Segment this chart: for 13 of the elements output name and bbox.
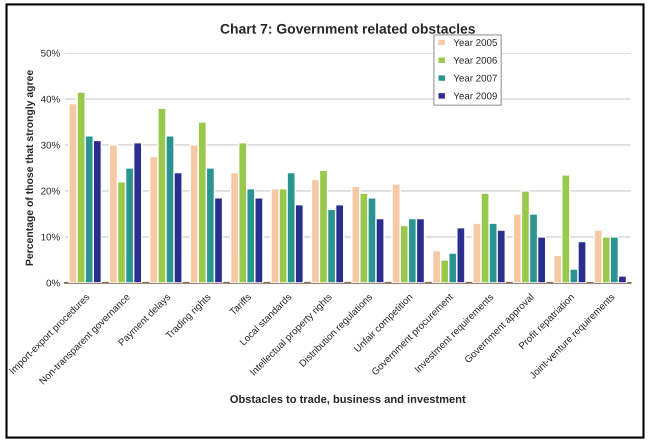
legend-label: Year 2006 bbox=[454, 56, 497, 64]
y-tick-label: 10% bbox=[41, 234, 60, 241]
legend-label: Year 2007 bbox=[454, 74, 497, 82]
y-axis-title: Percentage of those that strongly agree bbox=[25, 70, 36, 266]
x-axis-title: Obstacles to trade, business and investment bbox=[230, 394, 466, 405]
y-tick-label: 50% bbox=[41, 50, 60, 57]
y-tick-label: 20% bbox=[41, 188, 60, 195]
y-tick-label: 40% bbox=[40, 96, 60, 103]
y-tick-label: 30% bbox=[41, 142, 60, 149]
legend-label: Year 2009 bbox=[454, 92, 497, 100]
chart-title: Chart 7: Government related obstacles bbox=[220, 24, 475, 34]
legend-label: Year 2005 bbox=[454, 39, 497, 46]
y-tick-label: 0% bbox=[46, 280, 60, 286]
